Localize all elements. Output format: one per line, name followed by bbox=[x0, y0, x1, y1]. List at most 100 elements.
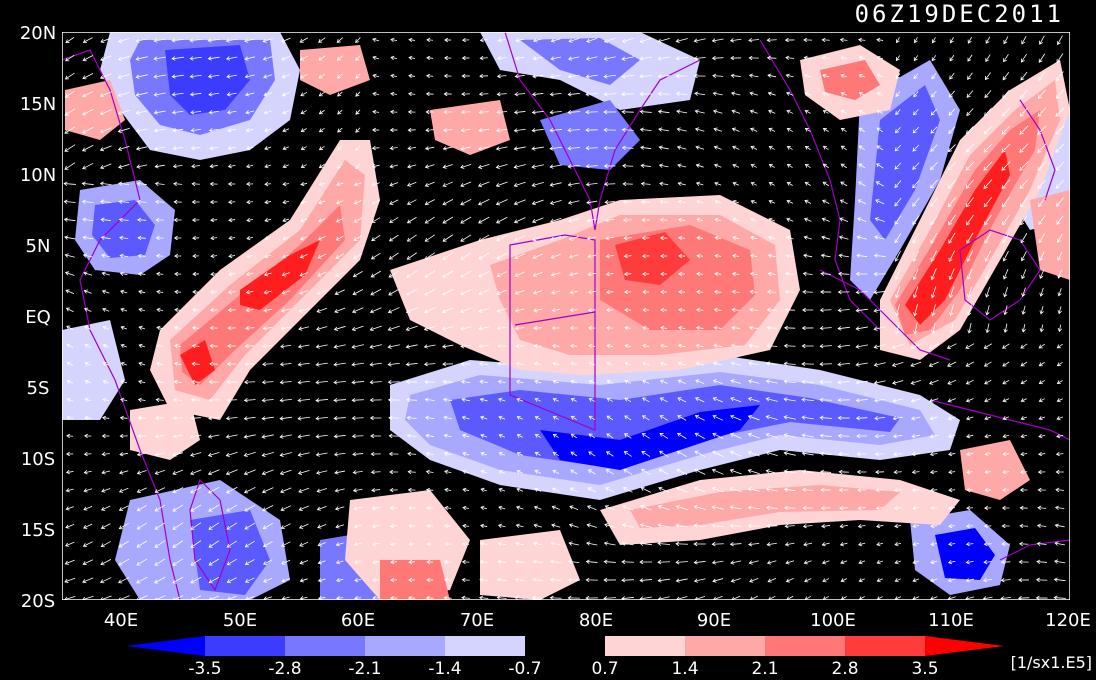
wind-vector bbox=[281, 523, 291, 529]
wind-vector-head bbox=[137, 217, 142, 223]
wind-vector bbox=[589, 362, 595, 366]
wind-vector-head bbox=[82, 111, 87, 116]
wind-vector-head bbox=[153, 92, 158, 97]
wind-vector bbox=[354, 217, 362, 223]
wind-vector bbox=[823, 145, 829, 151]
wind-vector bbox=[532, 217, 544, 223]
wind-vector-head bbox=[641, 450, 646, 455]
wind-vector-head bbox=[246, 235, 251, 241]
wind-vector-head bbox=[336, 74, 342, 79]
wind-vector bbox=[156, 291, 164, 293]
wind-vector-head bbox=[192, 307, 197, 313]
wind-vector-head bbox=[444, 505, 449, 511]
wind-vector bbox=[713, 362, 723, 366]
wind-vector-head bbox=[766, 37, 771, 43]
wind-vector-head bbox=[369, 344, 374, 349]
wind-vector-head bbox=[857, 487, 862, 493]
wind-vector bbox=[1003, 250, 1009, 262]
wind-vector bbox=[660, 415, 668, 421]
wind-vector bbox=[805, 110, 811, 114]
wind-vector bbox=[894, 471, 902, 473]
wind-vector bbox=[658, 93, 670, 95]
wind-vector bbox=[553, 416, 559, 420]
wind-vector bbox=[1020, 215, 1028, 225]
wind-vector bbox=[389, 199, 399, 205]
wind-vector-head bbox=[192, 271, 197, 277]
wind-vector bbox=[514, 146, 526, 150]
wind-vector-head bbox=[82, 57, 87, 62]
wind-vector-head bbox=[210, 253, 215, 259]
wind-vector-head bbox=[749, 307, 754, 313]
wind-vector-head bbox=[821, 235, 826, 240]
wind-vector bbox=[731, 362, 741, 366]
wind-vector-head bbox=[388, 433, 393, 439]
wind-vector bbox=[190, 74, 202, 78]
wind-vector bbox=[478, 252, 490, 260]
red-region-center-core bbox=[615, 232, 690, 285]
wind-vector bbox=[876, 181, 884, 187]
wind-vector-head bbox=[264, 236, 269, 241]
wind-vector-head bbox=[264, 217, 269, 223]
wind-vector-head bbox=[353, 237, 358, 241]
wind-vector-head bbox=[83, 271, 88, 276]
wind-vector-head bbox=[335, 236, 340, 241]
wind-vector-head bbox=[336, 38, 341, 43]
wind-vector-head bbox=[408, 73, 413, 79]
wind-vector-head bbox=[873, 344, 878, 349]
wind-vector-head bbox=[406, 201, 412, 205]
wind-vector-head bbox=[209, 307, 214, 313]
wind-vector bbox=[1002, 214, 1010, 226]
wind-vector bbox=[478, 181, 490, 187]
wind-vector bbox=[569, 524, 579, 528]
wind-vector bbox=[407, 435, 417, 437]
wind-vector bbox=[372, 524, 380, 528]
wind-vector bbox=[136, 576, 148, 584]
wind-vector bbox=[84, 326, 92, 330]
wind-vector-head bbox=[210, 271, 215, 277]
wind-vector bbox=[930, 525, 938, 527]
wind-vector bbox=[172, 540, 184, 548]
wind-vector bbox=[769, 182, 775, 186]
wind-vector-head bbox=[822, 163, 827, 168]
wind-vector bbox=[931, 55, 937, 61]
wind-vector-head bbox=[621, 74, 626, 79]
wind-vector-head bbox=[354, 559, 359, 565]
wind-vector bbox=[768, 110, 776, 114]
wind-vector bbox=[337, 145, 343, 151]
wind-vector bbox=[156, 380, 164, 384]
wind-vector-head bbox=[804, 91, 809, 96]
wind-vector-head bbox=[819, 307, 824, 313]
wind-vector-head bbox=[154, 181, 159, 187]
wind-vector-head bbox=[930, 559, 935, 565]
wind-vector-head bbox=[514, 74, 519, 79]
wind-vector-head bbox=[930, 184, 934, 189]
wind-vector-head bbox=[568, 254, 574, 259]
wind-vector-head bbox=[838, 271, 843, 277]
wind-vector-head bbox=[712, 361, 718, 366]
wind-vector-head bbox=[765, 469, 770, 474]
wind-vector bbox=[244, 469, 256, 475]
wind-vector-head bbox=[65, 524, 70, 529]
wind-vector bbox=[874, 344, 886, 348]
wind-vector bbox=[426, 471, 434, 473]
wind-vector-head bbox=[748, 73, 753, 78]
wind-vector-head bbox=[190, 146, 195, 151]
wind-vector-head bbox=[244, 74, 249, 79]
wind-vector bbox=[532, 111, 544, 113]
wind-vector-head bbox=[102, 307, 107, 312]
wind-vector bbox=[622, 147, 634, 149]
wind-vector-head bbox=[895, 39, 900, 44]
wind-vector bbox=[408, 39, 416, 41]
wind-vector bbox=[316, 416, 328, 420]
wind-vector-head bbox=[261, 398, 266, 403]
wind-vector-head bbox=[765, 487, 770, 492]
wind-vector-head bbox=[657, 559, 662, 565]
wind-vector-head bbox=[408, 577, 413, 583]
wind-vector bbox=[100, 163, 112, 169]
wind-vector-head bbox=[659, 415, 664, 420]
wind-vector bbox=[317, 271, 327, 277]
wind-vector-head bbox=[442, 219, 447, 224]
wind-vector bbox=[1002, 453, 1010, 455]
wind-vector bbox=[281, 55, 291, 61]
wind-vector-head bbox=[784, 523, 789, 529]
